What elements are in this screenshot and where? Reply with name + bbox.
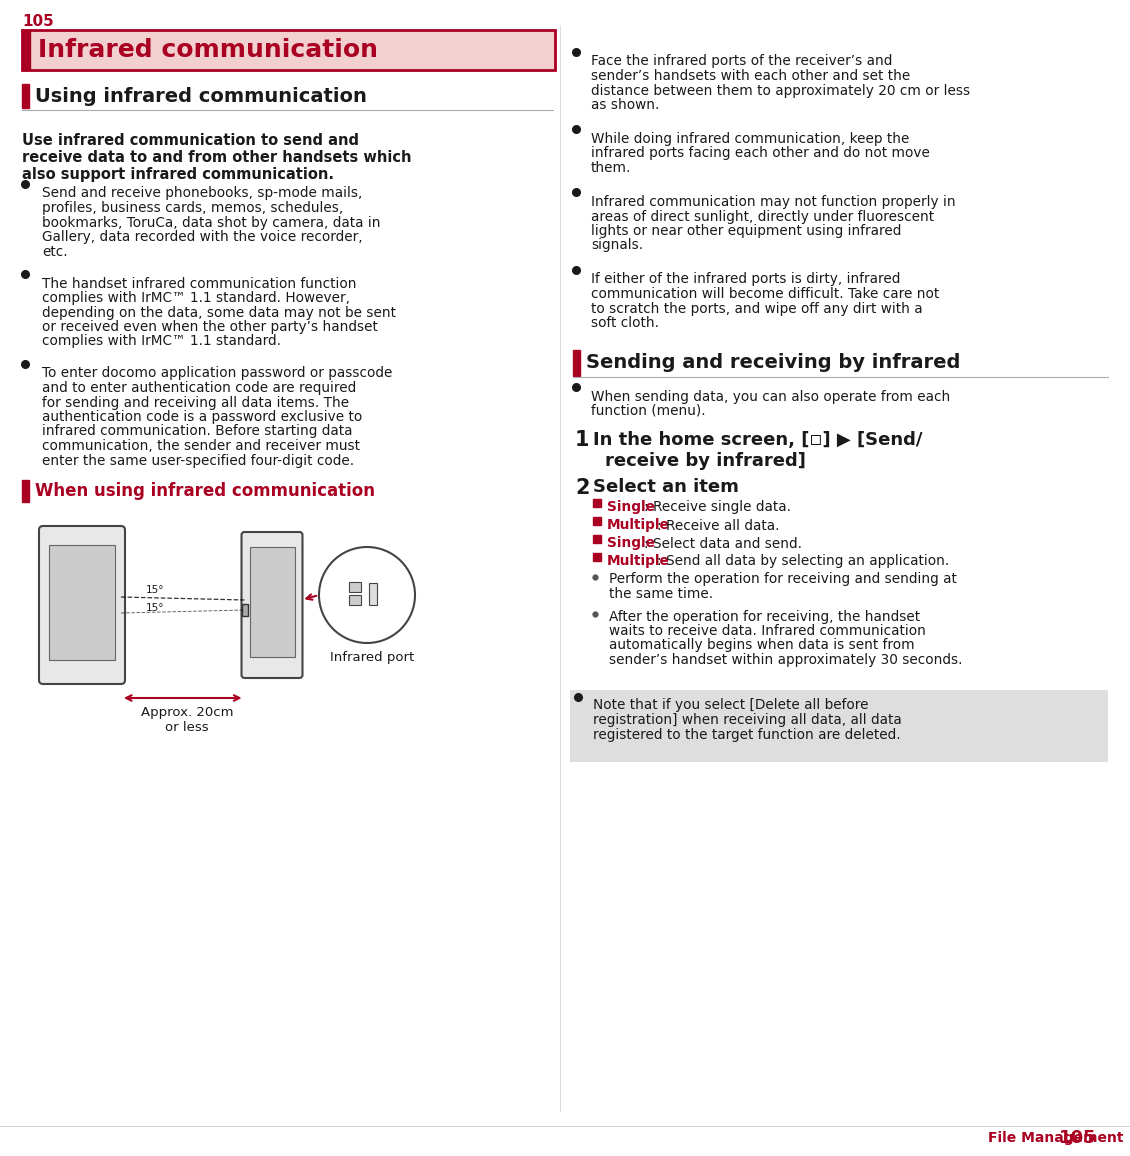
Text: The handset infrared communication function: The handset infrared communication funct… xyxy=(42,276,356,290)
Text: : Send all data by selecting an application.: : Send all data by selecting an applicat… xyxy=(657,555,949,569)
Text: File Management: File Management xyxy=(988,1131,1123,1144)
Text: 105: 105 xyxy=(21,14,54,29)
Text: Using infrared communication: Using infrared communication xyxy=(35,87,367,105)
Bar xyxy=(242,603,247,616)
Text: Approx. 20cm
or less: Approx. 20cm or less xyxy=(141,706,233,734)
Text: profiles, business cards, memos, schedules,: profiles, business cards, memos, schedul… xyxy=(42,201,344,215)
FancyBboxPatch shape xyxy=(242,532,303,679)
Bar xyxy=(370,583,377,605)
Text: bookmarks, ToruCa, data shot by camera, data in: bookmarks, ToruCa, data shot by camera, … xyxy=(42,215,381,230)
Text: automatically begins when data is sent from: automatically begins when data is sent f… xyxy=(609,638,914,652)
Text: 2: 2 xyxy=(575,479,590,498)
Text: Face the infrared ports of the receiver’s and: Face the infrared ports of the receiver’… xyxy=(591,54,893,68)
Text: complies with IrMC™ 1.1 standard. However,: complies with IrMC™ 1.1 standard. Howeve… xyxy=(42,291,350,305)
Text: also support infrared communication.: also support infrared communication. xyxy=(21,166,334,181)
Text: as shown.: as shown. xyxy=(591,98,660,112)
Text: : Select data and send.: : Select data and send. xyxy=(644,536,802,550)
Text: lights or near other equipment using infrared: lights or near other equipment using inf… xyxy=(591,224,902,238)
Bar xyxy=(593,498,601,506)
Text: : Receive all data.: : Receive all data. xyxy=(657,519,779,533)
Text: When sending data, you can also operate from each: When sending data, you can also operate … xyxy=(591,390,950,403)
Text: to scratch the ports, and wipe off any dirt with a: to scratch the ports, and wipe off any d… xyxy=(591,302,922,316)
FancyBboxPatch shape xyxy=(40,526,125,684)
Text: signals.: signals. xyxy=(591,238,643,252)
Text: Perform the operation for receiving and sending at: Perform the operation for receiving and … xyxy=(609,572,957,586)
Bar xyxy=(21,30,555,71)
Text: registered to the target function are deleted.: registered to the target function are de… xyxy=(593,727,901,741)
Bar xyxy=(49,544,115,660)
Text: enter the same user-specified four-digit code.: enter the same user-specified four-digit… xyxy=(42,453,354,467)
Text: Select an item: Select an item xyxy=(593,479,739,496)
Text: the same time.: the same time. xyxy=(609,587,713,601)
Text: sender’s handsets with each other and set the: sender’s handsets with each other and se… xyxy=(591,69,911,83)
Text: etc.: etc. xyxy=(42,245,68,259)
Text: Gallery, data recorded with the voice recorder,: Gallery, data recorded with the voice re… xyxy=(42,230,363,244)
Text: waits to receive data. Infrared communication: waits to receive data. Infrared communic… xyxy=(609,624,925,638)
Text: : Receive single data.: : Receive single data. xyxy=(644,501,791,514)
Text: Sending and receiving by infrared: Sending and receiving by infrared xyxy=(586,353,960,372)
Bar xyxy=(349,581,360,592)
Text: and to enter authentication code are required: and to enter authentication code are req… xyxy=(42,381,356,395)
Text: 15°: 15° xyxy=(146,585,165,595)
Text: sender’s handset within approximately 30 seconds.: sender’s handset within approximately 30… xyxy=(609,653,963,667)
Text: When using infrared communication: When using infrared communication xyxy=(35,482,375,501)
Text: authentication code is a password exclusive to: authentication code is a password exclus… xyxy=(42,410,363,424)
Bar xyxy=(570,689,1109,762)
Bar xyxy=(593,517,601,525)
Text: Use infrared communication to send and: Use infrared communication to send and xyxy=(21,133,359,148)
Text: receive data to and from other handsets which: receive data to and from other handsets … xyxy=(21,150,411,165)
Text: or received even when the other party’s handset: or received even when the other party’s … xyxy=(42,320,377,334)
Text: communication, the sender and receiver must: communication, the sender and receiver m… xyxy=(42,439,360,453)
Text: areas of direct sunlight, directly under fluorescent: areas of direct sunlight, directly under… xyxy=(591,209,935,223)
Bar xyxy=(349,595,360,605)
Text: Infrared communication may not function properly in: Infrared communication may not function … xyxy=(591,195,956,209)
Text: 15°: 15° xyxy=(146,603,165,613)
Text: complies with IrMC™ 1.1 standard.: complies with IrMC™ 1.1 standard. xyxy=(42,334,281,348)
Bar xyxy=(593,534,601,542)
Text: depending on the data, some data may not be sent: depending on the data, some data may not… xyxy=(42,305,396,319)
Bar xyxy=(593,553,601,561)
Text: Infrared port: Infrared port xyxy=(330,651,414,664)
Bar xyxy=(250,547,295,657)
Text: 105: 105 xyxy=(1059,1129,1096,1147)
Text: Infrared communication: Infrared communication xyxy=(38,38,379,62)
Text: 1: 1 xyxy=(575,430,590,451)
Text: for sending and receiving all data items. The: for sending and receiving all data items… xyxy=(42,395,349,409)
Text: Send and receive phonebooks, sp-mode mails,: Send and receive phonebooks, sp-mode mai… xyxy=(42,186,363,200)
Bar xyxy=(21,480,29,502)
Text: Multiple: Multiple xyxy=(607,555,670,569)
Text: While doing infrared communication, keep the: While doing infrared communication, keep… xyxy=(591,132,910,146)
Text: distance between them to approximately 20 cm or less: distance between them to approximately 2… xyxy=(591,83,971,97)
Text: If either of the infrared ports is dirty, infrared: If either of the infrared ports is dirty… xyxy=(591,273,901,287)
Text: Multiple: Multiple xyxy=(607,519,670,533)
Text: Single: Single xyxy=(607,536,655,550)
Bar xyxy=(21,84,29,108)
Text: Note that if you select [Delete all before: Note that if you select [Delete all befo… xyxy=(593,698,869,712)
Text: To enter docomo application password or passcode: To enter docomo application password or … xyxy=(42,366,392,380)
Text: infrared communication. Before starting data: infrared communication. Before starting … xyxy=(42,424,353,438)
Text: registration] when receiving all data, all data: registration] when receiving all data, a… xyxy=(593,713,902,727)
Text: communication will become difficult. Take care not: communication will become difficult. Tak… xyxy=(591,287,939,301)
Bar xyxy=(573,349,580,376)
Text: In the home screen, [◽] ▶ [Send/: In the home screen, [◽] ▶ [Send/ xyxy=(593,430,922,449)
Text: soft cloth.: soft cloth. xyxy=(591,316,659,329)
Text: infrared ports facing each other and do not move: infrared ports facing each other and do … xyxy=(591,147,930,161)
Text: function (menu).: function (menu). xyxy=(591,403,705,418)
Text: Single: Single xyxy=(607,501,655,514)
Text: them.: them. xyxy=(591,161,632,175)
Text: After the operation for receiving, the handset: After the operation for receiving, the h… xyxy=(609,609,920,623)
Bar xyxy=(21,30,31,71)
Text: receive by infrared]: receive by infrared] xyxy=(605,452,806,470)
